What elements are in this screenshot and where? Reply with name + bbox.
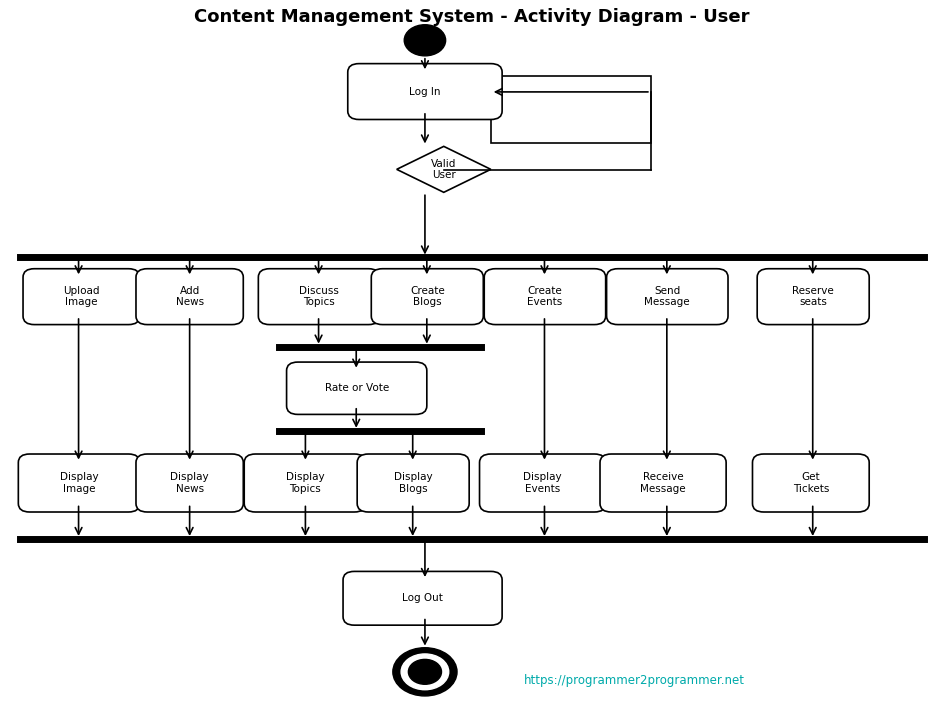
Circle shape xyxy=(404,25,446,56)
Text: Add
News: Add News xyxy=(176,286,204,307)
FancyBboxPatch shape xyxy=(244,454,365,512)
FancyBboxPatch shape xyxy=(607,268,728,324)
Text: Display
Topics: Display Topics xyxy=(286,472,324,494)
FancyBboxPatch shape xyxy=(347,64,502,119)
Text: Reserve
seats: Reserve seats xyxy=(792,286,834,307)
Text: Display
Blogs: Display Blogs xyxy=(394,472,432,494)
Text: Get
Tickets: Get Tickets xyxy=(793,472,829,494)
Text: Display
News: Display News xyxy=(170,472,209,494)
FancyBboxPatch shape xyxy=(136,454,244,512)
FancyBboxPatch shape xyxy=(357,454,469,512)
Text: Display
Events: Display Events xyxy=(523,472,562,494)
FancyBboxPatch shape xyxy=(480,454,606,512)
Text: Log Out: Log Out xyxy=(402,594,443,604)
FancyBboxPatch shape xyxy=(600,454,726,512)
FancyBboxPatch shape xyxy=(18,454,140,512)
Circle shape xyxy=(393,648,457,696)
FancyBboxPatch shape xyxy=(136,268,244,324)
FancyBboxPatch shape xyxy=(343,572,502,626)
FancyBboxPatch shape xyxy=(259,268,379,324)
FancyBboxPatch shape xyxy=(484,268,606,324)
Text: Discuss
Topics: Discuss Topics xyxy=(299,286,339,307)
Text: Send
Message: Send Message xyxy=(645,286,690,307)
FancyBboxPatch shape xyxy=(287,362,427,415)
FancyBboxPatch shape xyxy=(752,454,869,512)
Text: Upload
Image: Upload Image xyxy=(63,286,100,307)
Text: Create
Blogs: Create Blogs xyxy=(410,286,445,307)
Polygon shape xyxy=(396,146,491,192)
Text: Valid
User: Valid User xyxy=(431,158,457,180)
Circle shape xyxy=(409,660,442,684)
Text: Receive
Message: Receive Message xyxy=(640,472,686,494)
Text: https://programmer2programmer.net: https://programmer2programmer.net xyxy=(524,674,745,687)
Circle shape xyxy=(401,654,448,689)
Bar xyxy=(491,76,650,143)
Text: Rate or Vote: Rate or Vote xyxy=(325,383,389,393)
FancyBboxPatch shape xyxy=(23,268,140,324)
Text: Create
Events: Create Events xyxy=(528,286,563,307)
Text: Content Management System - Activity Diagram - User: Content Management System - Activity Dia… xyxy=(194,8,750,26)
Text: Log In: Log In xyxy=(409,87,441,97)
FancyBboxPatch shape xyxy=(371,268,483,324)
Text: Display
Image: Display Image xyxy=(59,472,98,494)
FancyBboxPatch shape xyxy=(757,268,869,324)
